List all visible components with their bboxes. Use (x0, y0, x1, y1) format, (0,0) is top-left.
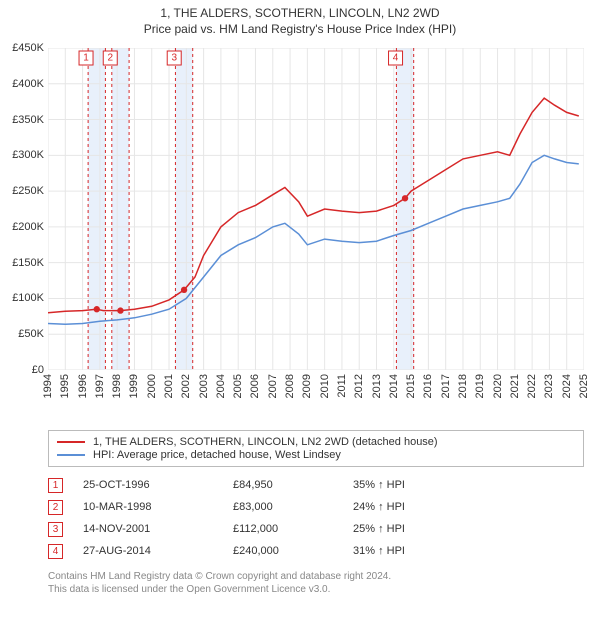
x-tick-label: 2001 (163, 374, 175, 398)
transaction-marker: 3 (48, 522, 63, 537)
x-tick-label: 2016 (422, 374, 434, 398)
transaction-marker: 2 (48, 500, 63, 515)
transaction-date: 25-OCT-1996 (83, 479, 233, 491)
svg-text:4: 4 (393, 53, 399, 64)
transaction-date: 27-AUG-2014 (83, 545, 233, 557)
legend-label: 1, THE ALDERS, SCOTHERN, LINCOLN, LN2 2W… (93, 436, 438, 448)
x-tick-label: 2012 (353, 374, 365, 398)
transaction-row: 1 25-OCT-1996£84,95035% ↑ HPI (48, 474, 584, 496)
x-tick-label: 2005 (232, 374, 244, 398)
x-tick-label: 2009 (301, 374, 313, 398)
transaction-hpi: 25% ↑ HPI (353, 523, 473, 535)
x-tick-label: 2003 (198, 374, 210, 398)
y-tick-label: £400K (0, 78, 44, 90)
svg-text:2: 2 (107, 53, 113, 64)
transaction-table: 1 25-OCT-1996£84,95035% ↑ HPI 2 10-MAR-1998… (48, 474, 584, 562)
x-tick-label: 2002 (180, 374, 192, 398)
legend-row: 1, THE ALDERS, SCOTHERN, LINCOLN, LN2 2W… (57, 436, 575, 448)
legend-swatch (57, 441, 85, 443)
transaction-date: 10-MAR-1998 (83, 501, 233, 513)
x-tick-label: 2011 (336, 374, 348, 398)
x-tick-label: 1999 (128, 374, 140, 398)
x-tick-label: 2020 (492, 374, 504, 398)
title-address: 1, THE ALDERS, SCOTHERN, LINCOLN, LN2 2W… (0, 6, 600, 20)
x-tick-label: 1995 (59, 374, 71, 398)
y-tick-label: £0 (0, 364, 44, 376)
transaction-hpi: 31% ↑ HPI (353, 545, 473, 557)
x-tick-label: 2007 (267, 374, 279, 398)
y-tick-label: £450K (0, 42, 44, 54)
x-tick-label: 2023 (543, 374, 555, 398)
x-tick-label: 2015 (405, 374, 417, 398)
y-tick-label: £100K (0, 292, 44, 304)
x-tick-label: 2017 (440, 374, 452, 398)
x-tick-label: 2024 (561, 374, 573, 398)
transaction-row: 2 10-MAR-1998£83,00024% ↑ HPI (48, 496, 584, 518)
footer: Contains HM Land Registry data © Crown c… (48, 570, 584, 596)
plot-svg: 1 2 3 4 (48, 48, 584, 370)
x-tick-label: 2010 (319, 374, 331, 398)
x-tick-label: 2006 (249, 374, 261, 398)
x-tick-label: 2022 (526, 374, 538, 398)
x-tick-label: 1996 (77, 374, 89, 398)
chart: 1234 £0£50K£100K£150K£200K£250K£300K£350… (48, 48, 584, 370)
legend-row: HPI: Average price, detached house, West… (57, 449, 575, 461)
x-tick-label: 2013 (371, 374, 383, 398)
transaction-row: 3 14-NOV-2001£112,00025% ↑ HPI (48, 518, 584, 540)
transaction-date: 14-NOV-2001 (83, 523, 233, 535)
x-tick-label: 2014 (388, 374, 400, 398)
x-tick-label: 2008 (284, 374, 296, 398)
x-tick-label: 1998 (111, 374, 123, 398)
legend: 1, THE ALDERS, SCOTHERN, LINCOLN, LN2 2W… (48, 430, 584, 467)
transaction-hpi: 35% ↑ HPI (353, 479, 473, 491)
transaction-marker: 4 (48, 544, 63, 559)
y-tick-label: £350K (0, 114, 44, 126)
x-tick-label: 1997 (94, 374, 106, 398)
transaction-price: £112,000 (233, 523, 353, 535)
x-tick-label: 2018 (457, 374, 469, 398)
page: 1, THE ALDERS, SCOTHERN, LINCOLN, LN2 2W… (0, 0, 600, 620)
footer-line-1: Contains HM Land Registry data © Crown c… (48, 570, 584, 583)
y-tick-label: £50K (0, 328, 44, 340)
svg-text:3: 3 (171, 53, 177, 64)
footer-line-2: This data is licensed under the Open Gov… (48, 583, 584, 596)
y-tick-label: £150K (0, 257, 44, 269)
transaction-row: 4 27-AUG-2014£240,00031% ↑ HPI (48, 540, 584, 562)
legend-swatch (57, 454, 85, 456)
x-tick-label: 2019 (474, 374, 486, 398)
y-tick-label: £300K (0, 149, 44, 161)
svg-text:1: 1 (83, 53, 89, 64)
x-tick-label: 2021 (509, 374, 521, 398)
x-tick-label: 1994 (42, 374, 54, 398)
transaction-hpi: 24% ↑ HPI (353, 501, 473, 513)
title-block: 1, THE ALDERS, SCOTHERN, LINCOLN, LN2 2W… (0, 0, 600, 36)
transaction-marker: 1 (48, 478, 63, 493)
transaction-price: £83,000 (233, 501, 353, 513)
y-tick-label: £200K (0, 221, 44, 233)
transaction-price: £240,000 (233, 545, 353, 557)
legend-label: HPI: Average price, detached house, West… (93, 449, 341, 461)
x-tick-label: 2004 (215, 374, 227, 398)
x-tick-label: 2000 (146, 374, 158, 398)
y-tick-label: £250K (0, 185, 44, 197)
transaction-price: £84,950 (233, 479, 353, 491)
x-tick-label: 2025 (578, 374, 590, 398)
title-subtitle: Price paid vs. HM Land Registry's House … (0, 22, 600, 36)
